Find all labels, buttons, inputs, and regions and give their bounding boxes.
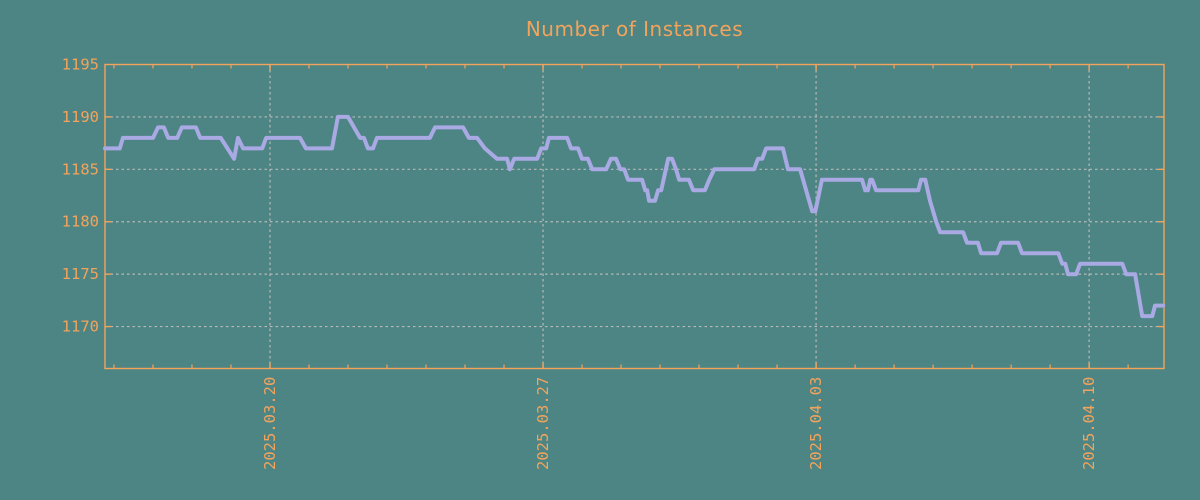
y-tick-label: 1185 bbox=[62, 160, 99, 178]
plot-border bbox=[104, 63, 1165, 370]
y-tick-label: 1180 bbox=[62, 213, 99, 231]
x-tick-label: 2025.04.03 bbox=[807, 377, 825, 470]
y-tick-label: 1190 bbox=[62, 108, 99, 126]
chart-title: Number of Instances bbox=[525, 17, 744, 41]
y-tick-label: 1170 bbox=[62, 318, 99, 336]
x-tick-label: 2025.03.20 bbox=[261, 377, 279, 470]
x-tick-label: 2025.03.27 bbox=[534, 377, 552, 470]
y-tick-label: 1195 bbox=[62, 56, 99, 74]
data-line bbox=[103, 114, 1166, 319]
x-tick-label: 2025.04.10 bbox=[1080, 377, 1098, 470]
y-tick-label: 1175 bbox=[62, 265, 99, 283]
